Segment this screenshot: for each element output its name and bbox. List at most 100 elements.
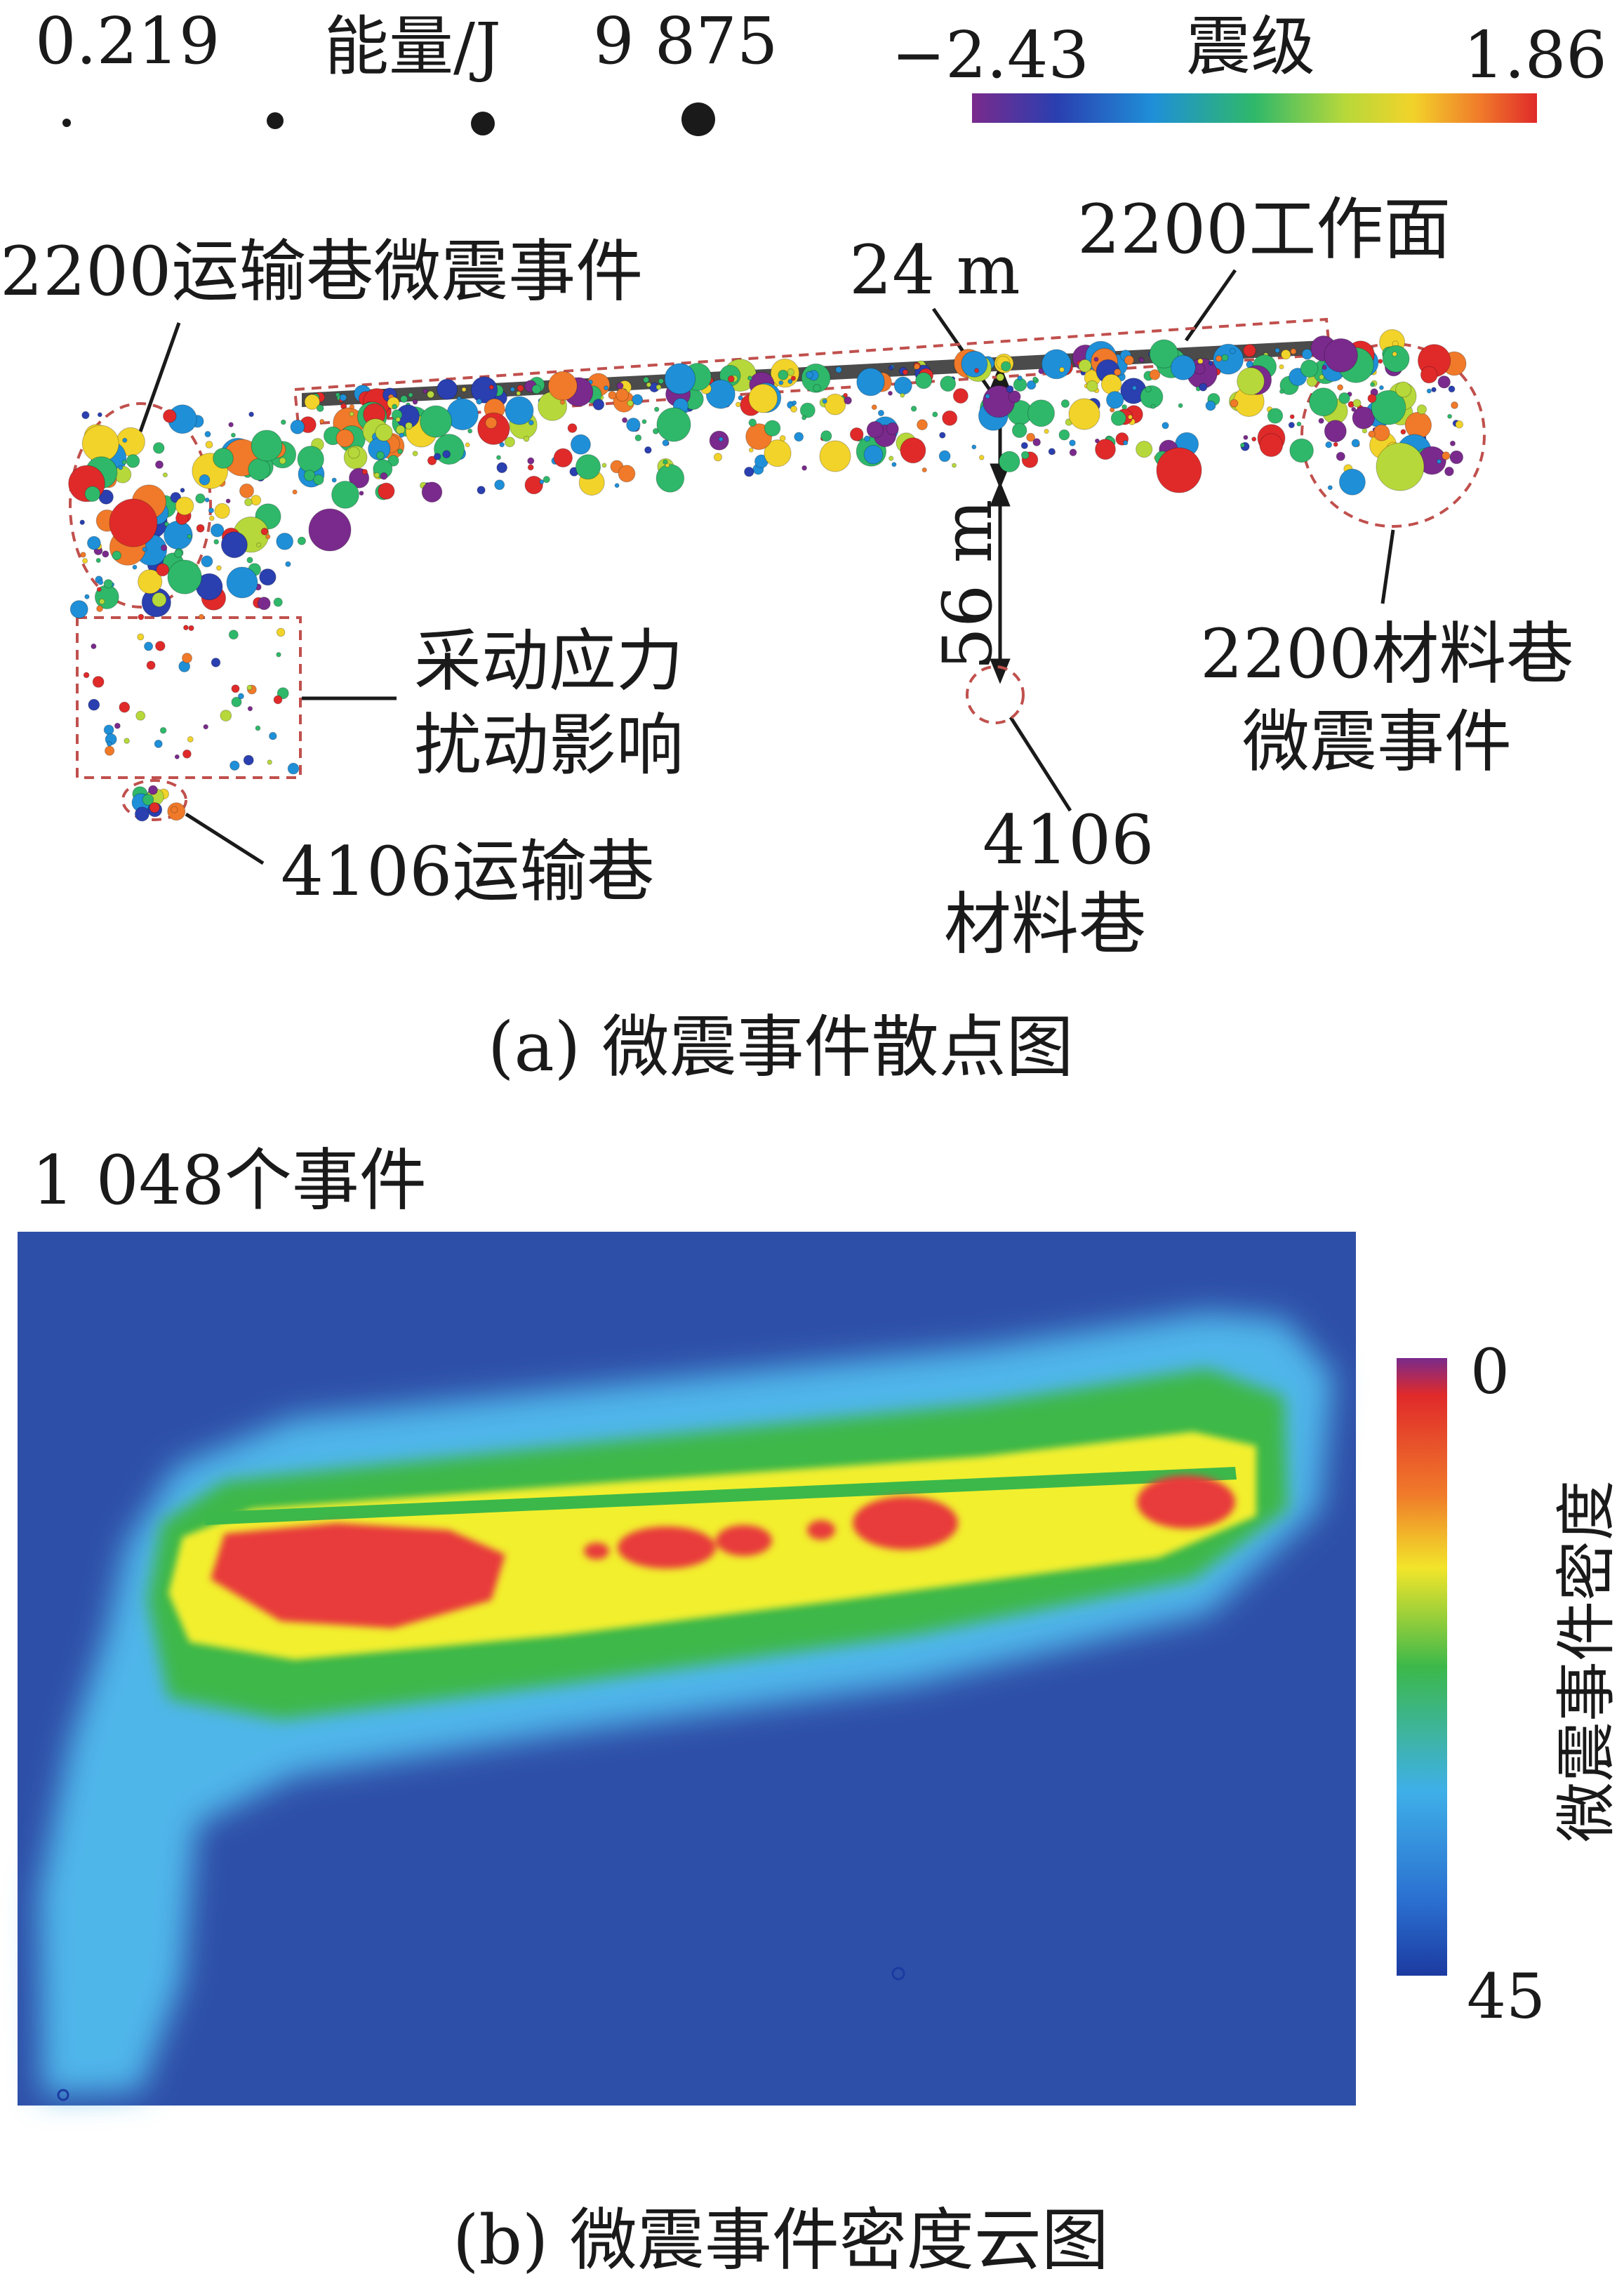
event-bubble xyxy=(932,411,938,418)
event-bubble xyxy=(265,534,271,540)
event-bubble xyxy=(1442,451,1451,460)
event-bubble xyxy=(243,754,254,766)
event-bubble xyxy=(155,460,164,469)
event-bubble xyxy=(1444,466,1454,477)
event-bubble xyxy=(1437,459,1442,464)
microseismic-events xyxy=(68,329,1467,822)
event-bubble xyxy=(96,605,103,613)
event-bubble xyxy=(1281,349,1291,360)
event-bubble xyxy=(656,407,691,442)
event-bubble xyxy=(614,483,620,488)
event-bubble xyxy=(1208,360,1213,366)
event-bubble xyxy=(138,613,145,620)
event-bubble xyxy=(79,519,85,526)
event-bubble xyxy=(940,375,957,392)
event-bubble xyxy=(1162,422,1169,430)
event-bubble xyxy=(400,395,408,403)
event-bubble xyxy=(211,658,221,667)
event-bubble xyxy=(664,363,696,395)
event-bubble xyxy=(494,479,505,491)
event-bubble xyxy=(277,687,289,700)
event-bubble xyxy=(260,527,269,536)
event-bubble xyxy=(135,710,146,721)
event-bubble xyxy=(220,531,248,559)
event-bubble xyxy=(1122,404,1127,410)
event-bubble xyxy=(213,539,220,545)
event-bubble xyxy=(1420,366,1438,384)
event-bubble xyxy=(900,392,905,398)
event-bubble xyxy=(523,435,530,442)
event-bubble xyxy=(888,455,894,461)
magnitude-legend-title: 震级 xyxy=(1186,9,1315,84)
event-bubble xyxy=(1205,400,1216,411)
event-bubble xyxy=(1199,383,1208,392)
event-bubble xyxy=(98,579,104,585)
energy-size-dot-4 xyxy=(681,102,715,136)
event-bubble xyxy=(1017,375,1023,381)
event-bubble xyxy=(662,439,670,446)
event-bubble xyxy=(84,486,101,503)
event-bubble xyxy=(1416,404,1427,415)
event-bubble xyxy=(1274,347,1280,354)
event-bubble xyxy=(103,724,114,736)
colorbar-top-label: 0 xyxy=(1470,1336,1510,1408)
event-bubble xyxy=(276,533,294,550)
event-bubble xyxy=(1336,451,1345,461)
event-bubble xyxy=(1455,420,1464,429)
event-bubble xyxy=(1296,421,1302,427)
event-bubble xyxy=(303,470,316,481)
event-bubble xyxy=(146,660,156,670)
event-bubble xyxy=(149,802,160,813)
event-bubble xyxy=(1150,404,1156,409)
event-bubble xyxy=(748,383,778,413)
label-2200-material-events-1: 2200材料巷 xyxy=(1200,615,1573,693)
event-bubble xyxy=(231,696,242,707)
event-bubble xyxy=(866,421,884,439)
event-bubble xyxy=(313,474,324,486)
event-bubble xyxy=(1447,413,1453,419)
event-bubble xyxy=(1448,385,1456,393)
event-bubble xyxy=(251,495,262,506)
event-bubble xyxy=(138,569,163,594)
label-mining-stress-1: 采动应力 xyxy=(414,622,684,700)
event-bubble xyxy=(1279,364,1284,370)
caption-b: (b) 微震事件密度云图 xyxy=(453,2201,1109,2280)
event-bubble xyxy=(163,409,177,423)
event-bubble xyxy=(801,415,807,420)
event-bubble xyxy=(188,625,194,632)
event-bubble xyxy=(1149,339,1179,368)
event-bubble xyxy=(567,423,578,433)
event-bubble xyxy=(1404,411,1432,439)
density-colorbar-group: 0 45 微震事件密度 xyxy=(1397,1336,1622,2033)
event-bubble xyxy=(787,368,794,376)
event-bubble xyxy=(736,401,741,408)
event-bubble xyxy=(747,375,752,381)
event-bubble xyxy=(399,432,404,438)
event-bubble xyxy=(604,385,609,391)
event-bubble xyxy=(171,806,178,813)
event-bubble xyxy=(182,749,192,759)
leader-lines xyxy=(138,269,1395,865)
event-bubble xyxy=(1437,375,1451,389)
event-bubble xyxy=(412,451,418,457)
event-bubble xyxy=(1426,388,1432,394)
event-bubble xyxy=(799,402,816,418)
event-bubble xyxy=(461,387,467,392)
event-bubble xyxy=(1362,428,1368,434)
event-bubble xyxy=(69,600,88,619)
event-bubble xyxy=(375,423,393,441)
event-bubble xyxy=(408,392,413,398)
event-bubble xyxy=(553,448,573,467)
event-bubble xyxy=(142,794,154,806)
event-bubble xyxy=(154,739,163,748)
event-bubble xyxy=(339,394,347,401)
event-bubble xyxy=(938,450,951,463)
event-bubble xyxy=(96,587,102,592)
event-bubble xyxy=(319,418,325,424)
event-bubble xyxy=(225,498,231,504)
event-bubble xyxy=(1267,408,1284,424)
event-bubble xyxy=(1368,430,1376,438)
event-bubble xyxy=(1032,376,1038,382)
event-bubble xyxy=(114,722,121,729)
